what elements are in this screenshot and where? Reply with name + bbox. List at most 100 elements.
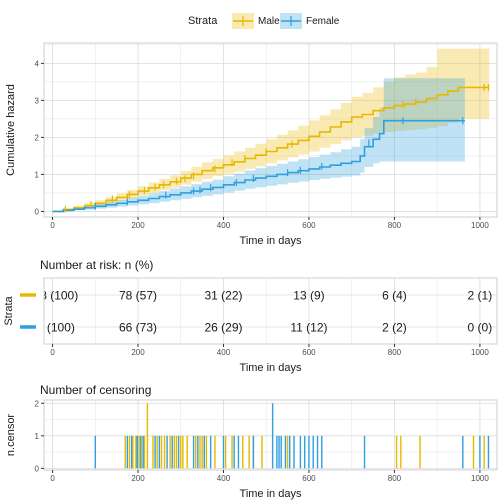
censor-bar-female xyxy=(276,435,278,469)
censor-bar-female xyxy=(299,435,302,469)
censor-bar-female xyxy=(303,435,306,469)
censor-bar-female xyxy=(363,435,366,469)
risk-cell-male: 2 (1) xyxy=(468,289,493,303)
hazard-y-ticks: 0 1 2 3 4 xyxy=(35,59,44,216)
censor-bar-male xyxy=(140,435,143,469)
censoring-bars xyxy=(94,403,490,469)
hazard-curve-female xyxy=(52,119,465,213)
censor-bar-female xyxy=(139,435,141,469)
risk-cell-male: 138 (100) xyxy=(27,289,78,303)
x-tick-label: 1000 xyxy=(471,474,489,483)
risk-cell-female: 26 (29) xyxy=(204,321,242,335)
censor-bar-female xyxy=(126,435,129,469)
hazard-gridlines xyxy=(44,43,497,217)
censor-bar-male xyxy=(199,435,201,469)
censor-bar-female xyxy=(136,435,138,469)
censor-bar-male xyxy=(214,435,216,469)
censor-bar-male xyxy=(143,435,146,469)
censor-bar-male xyxy=(152,435,154,469)
censor-bar-female xyxy=(312,435,314,469)
censor-bar-male xyxy=(180,435,182,469)
hazard-y-axis-label: Cumulative hazard xyxy=(5,84,17,176)
risk-cell-male: 13 (9) xyxy=(293,289,324,303)
censor-bar-female xyxy=(462,435,464,469)
hazard-confidence-bands xyxy=(52,48,490,212)
risk-table-gridlines xyxy=(44,278,497,344)
censor-bar-female xyxy=(171,435,173,469)
censor-bar-female xyxy=(94,435,96,469)
legend-key-female xyxy=(280,13,302,29)
risk-cell-female: 2 (2) xyxy=(382,321,407,335)
x-tick-label: 0 xyxy=(50,221,55,230)
censor-bar-female xyxy=(280,435,282,469)
x-tick-label: 800 xyxy=(388,348,402,357)
censor-bar-male xyxy=(261,435,263,469)
x-tick-label: 1000 xyxy=(471,221,489,230)
censor-bar-female xyxy=(222,435,225,469)
risk-table-x-axis-label: Time in days xyxy=(240,362,302,374)
risk-cell-female: 90 (100) xyxy=(30,321,75,335)
risk-table-strata-keys xyxy=(20,293,36,329)
censor-bar-male xyxy=(231,435,233,469)
x-tick-label: 200 xyxy=(131,348,145,357)
censoring-x-axis-label: Time in days xyxy=(240,488,302,500)
censor-bar-female xyxy=(192,435,195,469)
x-tick-label: 800 xyxy=(388,221,402,230)
censor-bar-male xyxy=(242,435,244,469)
legend: Strata Male Female xyxy=(188,13,340,29)
legend-title: Strata xyxy=(188,15,218,27)
censor-bar-female xyxy=(316,435,319,469)
hazard-plot: 0 200 400 600 800 1000 0 1 2 3 4 Time in days Cum… xyxy=(5,42,498,247)
x-tick-label: 400 xyxy=(217,474,231,483)
censoring-plot: Number of censoring 0 200 400 600 800 1000 0 1… xyxy=(5,383,498,500)
hazard-censor-marks xyxy=(64,83,490,213)
x-tick-label: 600 xyxy=(302,221,316,230)
risk-cell-male: 31 (22) xyxy=(204,289,242,303)
censor-bar-female xyxy=(252,435,255,469)
risk-cell-male: 6 (4) xyxy=(382,289,407,303)
risk-table-border xyxy=(43,277,498,345)
censor-bar-female xyxy=(487,435,490,469)
censor-bar-male xyxy=(146,403,149,469)
risk-cell-female: 66 (73) xyxy=(119,321,157,335)
confidence-band-male xyxy=(52,48,490,212)
censoring-x-ticks: 0 200 400 600 800 1000 xyxy=(50,470,489,483)
censor-bar-male xyxy=(132,435,134,469)
y-tick-label: 3 xyxy=(35,96,40,105)
x-tick-label: 0 xyxy=(50,474,55,483)
risk-table-y-axis-label: Strata xyxy=(3,295,15,325)
censor-bar-male xyxy=(137,435,139,469)
censor-bar-female xyxy=(289,435,291,469)
y-tick-label: 2 xyxy=(35,133,40,142)
hazard-x-ticks: 0 200 400 600 800 1000 xyxy=(50,217,489,230)
censor-bar-male xyxy=(419,435,421,469)
censor-bar-male xyxy=(195,435,197,469)
censor-bar-male xyxy=(483,435,485,469)
censor-bar-female xyxy=(154,435,156,469)
x-tick-label: 1000 xyxy=(471,348,489,357)
censor-bar-female xyxy=(284,435,287,469)
censor-bar-male xyxy=(182,435,184,469)
y-tick-label: 2 xyxy=(35,399,40,408)
censor-bar-male xyxy=(156,435,158,469)
censor-bar-male xyxy=(175,435,178,469)
censor-bar-male xyxy=(160,435,163,469)
censor-bar-female xyxy=(233,435,235,469)
censor-bar-female xyxy=(278,435,280,469)
censor-bar-male xyxy=(286,435,289,469)
censor-bar-female xyxy=(293,435,295,469)
censor-bar-female xyxy=(142,435,144,469)
censor-bar-female xyxy=(321,435,323,469)
x-tick-label: 600 xyxy=(302,348,316,357)
censor-bar-female xyxy=(130,435,133,469)
y-tick-label: 0 xyxy=(35,464,40,473)
risk-table-x-ticks: 0 200 400 600 800 1000 xyxy=(50,344,489,357)
censor-bar-male xyxy=(128,435,131,469)
censor-bar-male xyxy=(472,435,475,469)
censor-bar-male xyxy=(201,435,203,469)
censor-bar-female xyxy=(237,435,240,469)
censor-bar-female xyxy=(177,435,180,469)
legend-label-male: Male xyxy=(258,16,280,27)
risk-cell-female: 0 (0) xyxy=(468,321,493,335)
